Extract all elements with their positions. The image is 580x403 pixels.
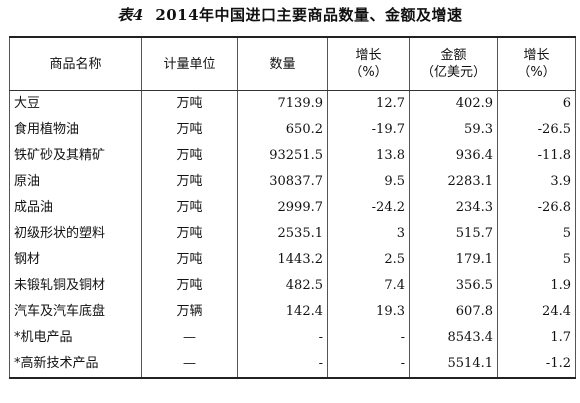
header-quantity: 数量 bbox=[237, 36, 328, 91]
cell-unit: 万吨 bbox=[141, 195, 238, 221]
cell-quantity: 142.4 bbox=[237, 299, 328, 325]
cell-amt-growth: 6 bbox=[497, 90, 576, 117]
cell-qty-growth: 19.3 bbox=[327, 299, 410, 325]
cell-unit: 万吨 bbox=[141, 221, 238, 247]
table-row: 铁矿砂及其精矿 万吨 93251.5 13.8 936.4 -11.8 bbox=[9, 143, 576, 169]
cell-qty-growth: -24.2 bbox=[327, 195, 410, 221]
cell-quantity: 482.5 bbox=[237, 273, 328, 299]
cell-unit: — bbox=[141, 351, 238, 379]
cell-amount: 59.3 bbox=[409, 117, 498, 143]
cell-quantity: - bbox=[237, 351, 328, 379]
table-row: *高新技术产品 — - - 5514.1 -1.2 bbox=[9, 351, 576, 379]
cell-unit: 万吨 bbox=[141, 273, 238, 299]
table-number: 表4 bbox=[117, 6, 144, 24]
header-qty-growth-line1: 增长 bbox=[355, 48, 382, 63]
cell-name: 原油 bbox=[9, 169, 142, 195]
header-name: 商品名称 bbox=[9, 36, 142, 91]
cell-quantity: - bbox=[237, 325, 328, 351]
table-title: 表4 2014年中国进口主要商品数量、金额及增速 bbox=[0, 4, 580, 25]
cell-name: *机电产品 bbox=[9, 325, 142, 351]
cell-qty-growth: 2.5 bbox=[327, 247, 410, 273]
table-row: 食用植物油 万吨 650.2 -19.7 59.3 -26.5 bbox=[9, 117, 576, 143]
table-row: *机电产品 — - - 8543.4 1.7 bbox=[9, 325, 576, 351]
cell-name: 大豆 bbox=[9, 90, 142, 117]
cell-amt-growth: 1.9 bbox=[497, 273, 576, 299]
cell-quantity: 2535.1 bbox=[237, 221, 328, 247]
cell-amount: 234.3 bbox=[409, 195, 498, 221]
table-row: 钢材 万吨 1443.2 2.5 179.1 5 bbox=[9, 247, 576, 273]
cell-qty-growth: - bbox=[327, 351, 410, 379]
cell-amt-growth: -26.5 bbox=[497, 117, 576, 143]
cell-amt-growth: -11.8 bbox=[497, 143, 576, 169]
cell-amount: 356.5 bbox=[409, 273, 498, 299]
cell-unit: 万吨 bbox=[141, 169, 238, 195]
header-amt-growth-line1: 增长 bbox=[523, 48, 550, 63]
header-row: 商品名称 计量单位 数量 增长 （%） 金额 （亿美元） 增长 （%） bbox=[9, 36, 576, 91]
header-amount-line2: （亿美元） bbox=[420, 65, 486, 80]
cell-unit: 万吨 bbox=[141, 117, 238, 143]
header-qty-growth-line2: （%） bbox=[349, 65, 388, 80]
import-commodities-table: 商品名称 计量单位 数量 增长 （%） 金额 （亿美元） 增长 （%） 大豆 万… bbox=[9, 36, 576, 379]
table-row: 初级形状的塑料 万吨 2535.1 3 515.7 5 bbox=[9, 221, 576, 247]
cell-amount: 5514.1 bbox=[409, 351, 498, 379]
cell-amount: 179.1 bbox=[409, 247, 498, 273]
cell-name: 钢材 bbox=[9, 247, 142, 273]
cell-quantity: 30837.7 bbox=[237, 169, 328, 195]
cell-qty-growth: 9.5 bbox=[327, 169, 410, 195]
table-row: 大豆 万吨 7139.9 12.7 402.9 6 bbox=[9, 90, 576, 117]
header-amount: 金额 （亿美元） bbox=[409, 36, 498, 91]
cell-amt-growth: 5 bbox=[497, 221, 576, 247]
cell-qty-growth: 12.7 bbox=[327, 90, 410, 117]
cell-amount: 607.8 bbox=[409, 299, 498, 325]
table-row: 成品油 万吨 2999.7 -24.2 234.3 -26.8 bbox=[9, 195, 576, 221]
header-amt-growth-line2: （%） bbox=[517, 65, 556, 80]
table-row: 原油 万吨 30837.7 9.5 2283.1 3.9 bbox=[9, 169, 576, 195]
cell-amount: 402.9 bbox=[409, 90, 498, 117]
cell-qty-growth: 7.4 bbox=[327, 273, 410, 299]
header-qty-growth: 增长 （%） bbox=[327, 36, 410, 91]
cell-amount: 8543.4 bbox=[409, 325, 498, 351]
cell-quantity: 2999.7 bbox=[237, 195, 328, 221]
cell-amt-growth: 5 bbox=[497, 247, 576, 273]
cell-quantity: 1443.2 bbox=[237, 247, 328, 273]
header-unit: 计量单位 bbox=[141, 36, 238, 91]
cell-qty-growth: 13.8 bbox=[327, 143, 410, 169]
cell-unit: 万吨 bbox=[141, 143, 238, 169]
header-amt-growth: 增长 （%） bbox=[497, 36, 576, 91]
cell-amt-growth: -26.8 bbox=[497, 195, 576, 221]
cell-unit: 万吨 bbox=[141, 247, 238, 273]
cell-unit: 万辆 bbox=[141, 299, 238, 325]
cell-amt-growth: -1.2 bbox=[497, 351, 576, 379]
table-body: 大豆 万吨 7139.9 12.7 402.9 6 食用植物油 万吨 650.2… bbox=[9, 90, 576, 379]
cell-quantity: 7139.9 bbox=[237, 90, 328, 117]
cell-qty-growth: -19.7 bbox=[327, 117, 410, 143]
table-title-text: 2014年中国进口主要商品数量、金额及增速 bbox=[155, 6, 463, 24]
cell-amount: 515.7 bbox=[409, 221, 498, 247]
cell-name: 初级形状的塑料 bbox=[9, 221, 142, 247]
cell-unit: 万吨 bbox=[141, 90, 238, 117]
cell-amount: 2283.1 bbox=[409, 169, 498, 195]
header-unit-label: 计量单位 bbox=[163, 56, 216, 72]
table-row: 汽车及汽车底盘 万辆 142.4 19.3 607.8 24.4 bbox=[9, 299, 576, 325]
cell-qty-growth: - bbox=[327, 325, 410, 351]
header-name-label: 商品名称 bbox=[49, 56, 102, 72]
cell-quantity: 650.2 bbox=[237, 117, 328, 143]
cell-name: *高新技术产品 bbox=[9, 351, 142, 379]
cell-unit: — bbox=[141, 325, 238, 351]
cell-name: 汽车及汽车底盘 bbox=[9, 299, 142, 325]
cell-quantity: 93251.5 bbox=[237, 143, 328, 169]
table-row: 未锻轧铜及铜材 万吨 482.5 7.4 356.5 1.9 bbox=[9, 273, 576, 299]
table-header: 商品名称 计量单位 数量 增长 （%） 金额 （亿美元） 增长 （%） bbox=[9, 36, 576, 91]
cell-amount: 936.4 bbox=[409, 143, 498, 169]
cell-name: 未锻轧铜及铜材 bbox=[9, 273, 142, 299]
cell-amt-growth: 3.9 bbox=[497, 169, 576, 195]
cell-amt-growth: 1.7 bbox=[497, 325, 576, 351]
cell-name: 铁矿砂及其精矿 bbox=[9, 143, 142, 169]
cell-name: 食用植物油 bbox=[9, 117, 142, 143]
cell-amt-growth: 24.4 bbox=[497, 299, 576, 325]
header-amount-line1: 金额 bbox=[440, 48, 467, 63]
cell-qty-growth: 3 bbox=[327, 221, 410, 247]
cell-name: 成品油 bbox=[9, 195, 142, 221]
header-quantity-label: 数量 bbox=[269, 56, 296, 72]
